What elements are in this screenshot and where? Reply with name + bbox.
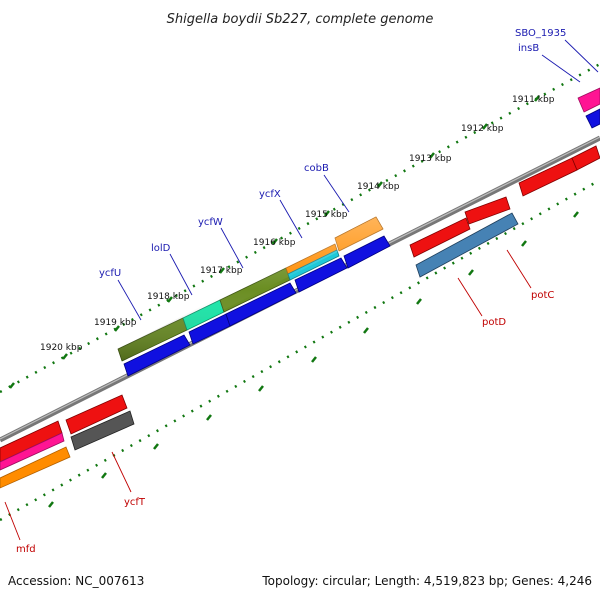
gene-SBO_1935[interactable]	[577, 87, 600, 113]
leader-ycfX	[279, 199, 303, 239]
gene-blue-5[interactable]	[343, 235, 391, 269]
leader-lolD	[169, 253, 193, 296]
major-tick	[377, 181, 383, 188]
gene-track-blue	[123, 108, 600, 377]
gene-red-4[interactable]	[571, 145, 600, 171]
label-lolD[interactable]: lolD	[151, 243, 171, 254]
major-tick	[219, 267, 225, 274]
topology-text: Topology: circular; Length: 4,519,823 bp…	[262, 574, 592, 588]
major-tick	[521, 240, 527, 247]
label-ycfT[interactable]: ycfT	[124, 497, 146, 508]
tick-label-1917: 1917 kbp	[200, 266, 243, 276]
gene-track-lower-left	[0, 394, 135, 489]
major-tick	[573, 211, 579, 218]
leader-potC	[506, 249, 532, 289]
leader-cobB	[323, 174, 350, 213]
tick-label-1915: 1915 kbp	[305, 210, 348, 220]
tick-label-1916: 1916 kbp	[253, 238, 296, 248]
leader-mfd	[4, 501, 21, 541]
major-tick	[114, 325, 120, 332]
major-tick	[153, 443, 159, 450]
tick-label-1920: 1920 kbp	[40, 343, 83, 353]
gene-red-lower-2[interactable]	[65, 394, 128, 435]
tick-label-1913: 1913 kbp	[409, 154, 452, 164]
outer-major-ticks	[9, 95, 540, 389]
leader-SBO_1935	[564, 39, 599, 73]
major-tick	[9, 382, 15, 389]
tick-label-1912: 1912 kbp	[461, 124, 504, 134]
gene-red-1[interactable]	[409, 217, 471, 258]
tick-label-1919: 1919 kbp	[94, 318, 137, 328]
leader-ycfW	[220, 227, 244, 269]
gene-blue-1[interactable]	[123, 334, 191, 377]
label-mfd[interactable]: mfd	[16, 544, 36, 555]
major-tick	[206, 414, 212, 421]
major-tick	[363, 327, 369, 334]
label-SBO_1935[interactable]: SBO_1935	[515, 28, 566, 39]
label-ycfU[interactable]: ycfU	[99, 268, 121, 279]
label-cobB[interactable]: cobB	[304, 163, 329, 174]
major-tick	[429, 152, 435, 159]
label-potC[interactable]: potC	[531, 290, 554, 301]
accession-text: Accession: NC_007613	[8, 574, 145, 588]
gene-red-2[interactable]	[464, 196, 511, 225]
major-tick	[482, 123, 488, 130]
label-ycfW[interactable]: ycfW	[198, 217, 223, 228]
gene-potD[interactable]	[415, 212, 519, 278]
major-tick	[258, 385, 264, 392]
leader-ycfT	[111, 451, 132, 493]
gene-blue-3[interactable]	[225, 282, 297, 327]
tick-label-1918: 1918 kbp	[147, 292, 190, 302]
major-tick	[468, 269, 474, 276]
inner-major-ticks	[48, 211, 579, 508]
outer-tick-ring	[0, 62, 600, 394]
gene-outer-shade	[118, 217, 383, 361]
inner-tick-ring	[0, 178, 600, 522]
major-tick	[48, 501, 54, 508]
label-leaders	[4, 39, 599, 541]
leader-potD	[457, 277, 483, 317]
gene-orange-lower[interactable]	[0, 446, 71, 489]
gene-track-red	[409, 145, 600, 278]
major-tick	[272, 238, 278, 245]
tick-label-1911: 1911 kbp	[512, 95, 555, 105]
major-tick	[534, 95, 540, 102]
gene-track-outer	[117, 87, 600, 362]
leader-insB	[541, 54, 581, 83]
major-tick	[101, 472, 107, 479]
gene-ycfT[interactable]	[70, 410, 135, 451]
major-tick	[311, 356, 317, 363]
label-potD[interactable]: potD	[482, 317, 506, 328]
tick-label-1914: 1914 kbp	[357, 182, 400, 192]
map-title: Shigella boydii Sb227, complete genome	[167, 12, 434, 27]
label-ycfX[interactable]: ycfX	[259, 189, 281, 200]
gene-blue-6[interactable]	[585, 108, 600, 129]
gene-pink-lower[interactable]	[0, 432, 65, 471]
label-insB[interactable]: insB	[518, 43, 539, 54]
major-tick	[324, 210, 330, 217]
major-tick	[167, 296, 173, 303]
gene-blue-4[interactable]	[294, 257, 348, 293]
leader-ycfU	[117, 279, 142, 321]
major-tick	[62, 353, 68, 360]
major-tick	[416, 298, 422, 305]
